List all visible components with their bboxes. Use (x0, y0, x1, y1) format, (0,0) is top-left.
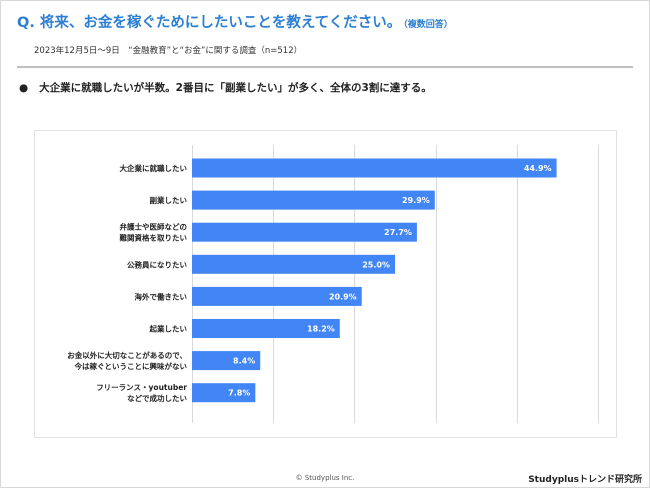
category-label: 海外で働きたい (135, 291, 188, 301)
category-label: 副業したい (150, 195, 188, 205)
bar (192, 286, 362, 306)
header-divider (17, 66, 633, 68)
bullet-icon: ● (19, 82, 29, 94)
data-label: 25.0% (362, 260, 390, 269)
bar (192, 254, 395, 274)
category-label: 難関資格を取りたい (120, 233, 188, 243)
survey-info: 2023年12月5日〜9日 “金融教育”と“お金”に関する調査（n=512） (34, 46, 303, 56)
data-label: 29.9% (402, 196, 430, 205)
bar (192, 158, 557, 178)
bar (192, 222, 417, 242)
chart-panel: 44.9% 大企業に就職したい 29.9% 副業したい 27.7% 弁護士や医師などの 難関… (34, 130, 617, 438)
category-label: 起業したい (149, 324, 188, 334)
bar (192, 319, 340, 338)
category-label: などで成功したい (127, 393, 187, 403)
category-label: 今は稼ぐということに興味がない (74, 361, 188, 371)
data-label: 27.7% (384, 228, 412, 237)
bar (192, 351, 261, 371)
category-label: 大企業に就職したい (120, 163, 188, 173)
category-label: フリーランス・youtuber (96, 383, 187, 392)
copyright-text: © Studyplus Inc. (295, 474, 355, 482)
bar (192, 190, 435, 210)
category-label: 弁護士や医師などの (120, 222, 188, 232)
title-text: Q. 将来、お金を稼ぐためにしたいことを教えてください。 (17, 15, 402, 31)
data-label: 44.9% (524, 164, 552, 173)
title-note: （複数回答） (403, 20, 453, 30)
data-label: 7.8% (228, 389, 250, 398)
brand-logo-text: Studyplusトレンド研究所 (528, 475, 642, 485)
page-title: Q. 将来、お金を稼ぐためにしたいことを教えてください。 （複数回答） (17, 11, 453, 32)
bar (192, 383, 256, 403)
data-label: 8.4% (233, 357, 255, 366)
category-label: 公務員になりたい (127, 259, 187, 269)
category-label: お金以外に大切なことがあるので、 (67, 350, 187, 360)
data-label: 18.2% (307, 325, 335, 334)
bar-chart: 44.9% 大企業に就職したい 29.9% 副業したい 27.7% 弁護士や医師などの難関… (67, 145, 599, 423)
summary-line: ● 大企業に就職したいが半数。2番目に「副業したい」が多く、全体の3割に達する。 (19, 80, 432, 95)
summary-text: 大企業に就職したいが半数。2番目に「副業したい」が多く、全体の3割に達する。 (39, 82, 432, 94)
data-label: 20.9% (329, 292, 357, 301)
